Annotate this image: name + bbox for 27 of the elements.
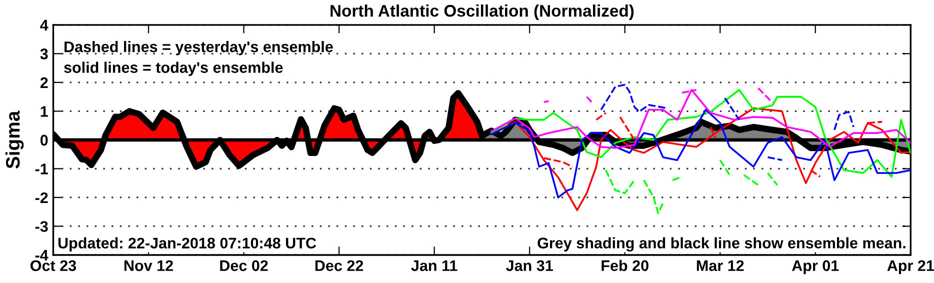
x-tick-label: Jan 11 [411,260,458,272]
x-tick-label: Apr 01 [792,260,839,274]
y-tick-label: 0 [40,134,48,146]
y-tick-label: 2 [40,77,48,88]
y-axis-title: Sigma [5,110,24,169]
y-tick-label: 1 [40,106,48,117]
x-tick-label: Dec 22 [315,260,364,272]
x-tick-label: Feb 20 [602,260,648,272]
y-tick-label: -2 [35,192,48,203]
x-tick-label: Jan 31 [506,260,553,272]
chart-title: North Atlantic Oscillation (Normalized) [330,4,634,20]
x-tick-label: Mar 12 [696,260,744,272]
annotation: Dashed lines = yesterday's ensemble [64,41,333,56]
x-tick-label: Nov 12 [124,260,173,272]
x-tick-label: Dec 02 [220,260,268,272]
annotation: Grey shading and black line show ensemble mean. [538,237,906,252]
line-series [490,88,911,178]
y-tick-label: -4 [35,250,48,261]
annotation: solid lines = today's ensemble [64,62,283,76]
y-tick-label: 4 [40,20,48,30]
x-tick-label: Apr 21 [887,260,934,274]
annotation: Updated: 22-Jan-2018 07:10:48 UTC [58,237,316,252]
line-series [490,88,911,149]
y-tick-label: -3 [35,221,48,232]
y-tick-label: 3 [40,48,48,60]
x-tick-label: Oct 23 [30,260,76,272]
y-tick-label: -1 [35,164,48,174]
